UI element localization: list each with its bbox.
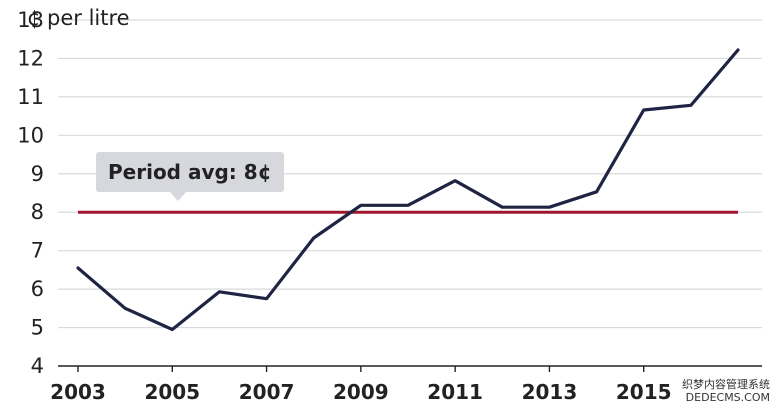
- x-tick-label: 2013: [522, 380, 578, 404]
- y-tick-label: 9: [31, 162, 44, 186]
- y-tick-label: 8: [31, 200, 44, 224]
- period-average-label: Period avg: 8¢: [108, 160, 272, 184]
- y-axis-unit-text: ¢ per litre: [27, 6, 130, 30]
- x-tick-label: 2005: [144, 380, 200, 404]
- series-group: [76, 48, 740, 332]
- y-tick-label: 12: [17, 46, 44, 70]
- y-tick-label: 4: [31, 354, 44, 378]
- watermark-line-2: DEDECMS.COM: [685, 391, 770, 404]
- y-tick-label: 11: [17, 85, 44, 109]
- y-tick-label: 13: [17, 8, 44, 32]
- x-tick-label: 2011: [427, 380, 483, 404]
- x-axis-ticks: 2003 2005 2007 2009 2011 2013 2015: [50, 366, 672, 404]
- y-tick-label: 6: [31, 277, 44, 301]
- y-axis-unit-label: ¢ per litre: [27, 6, 130, 30]
- watermark: 织梦内容管理系统 DEDECMS.COM: [682, 378, 770, 404]
- period-average-callout: Period avg: 8¢: [96, 152, 284, 201]
- x-tick-label: 2015: [616, 380, 672, 404]
- y-axis-ticks: 4 5 6 7 8 9 10 11 12 13: [17, 8, 44, 378]
- x-tick-label: 2009: [333, 380, 389, 404]
- y-tick-label: 10: [17, 123, 44, 147]
- x-tick-label: 2007: [239, 380, 295, 404]
- y-tick-label: 7: [31, 239, 44, 263]
- x-tick-label: 2003: [50, 380, 106, 404]
- gridlines: [58, 19, 762, 367]
- y-tick-label: 5: [31, 316, 44, 340]
- watermark-line-1: 织梦内容管理系统: [682, 378, 770, 391]
